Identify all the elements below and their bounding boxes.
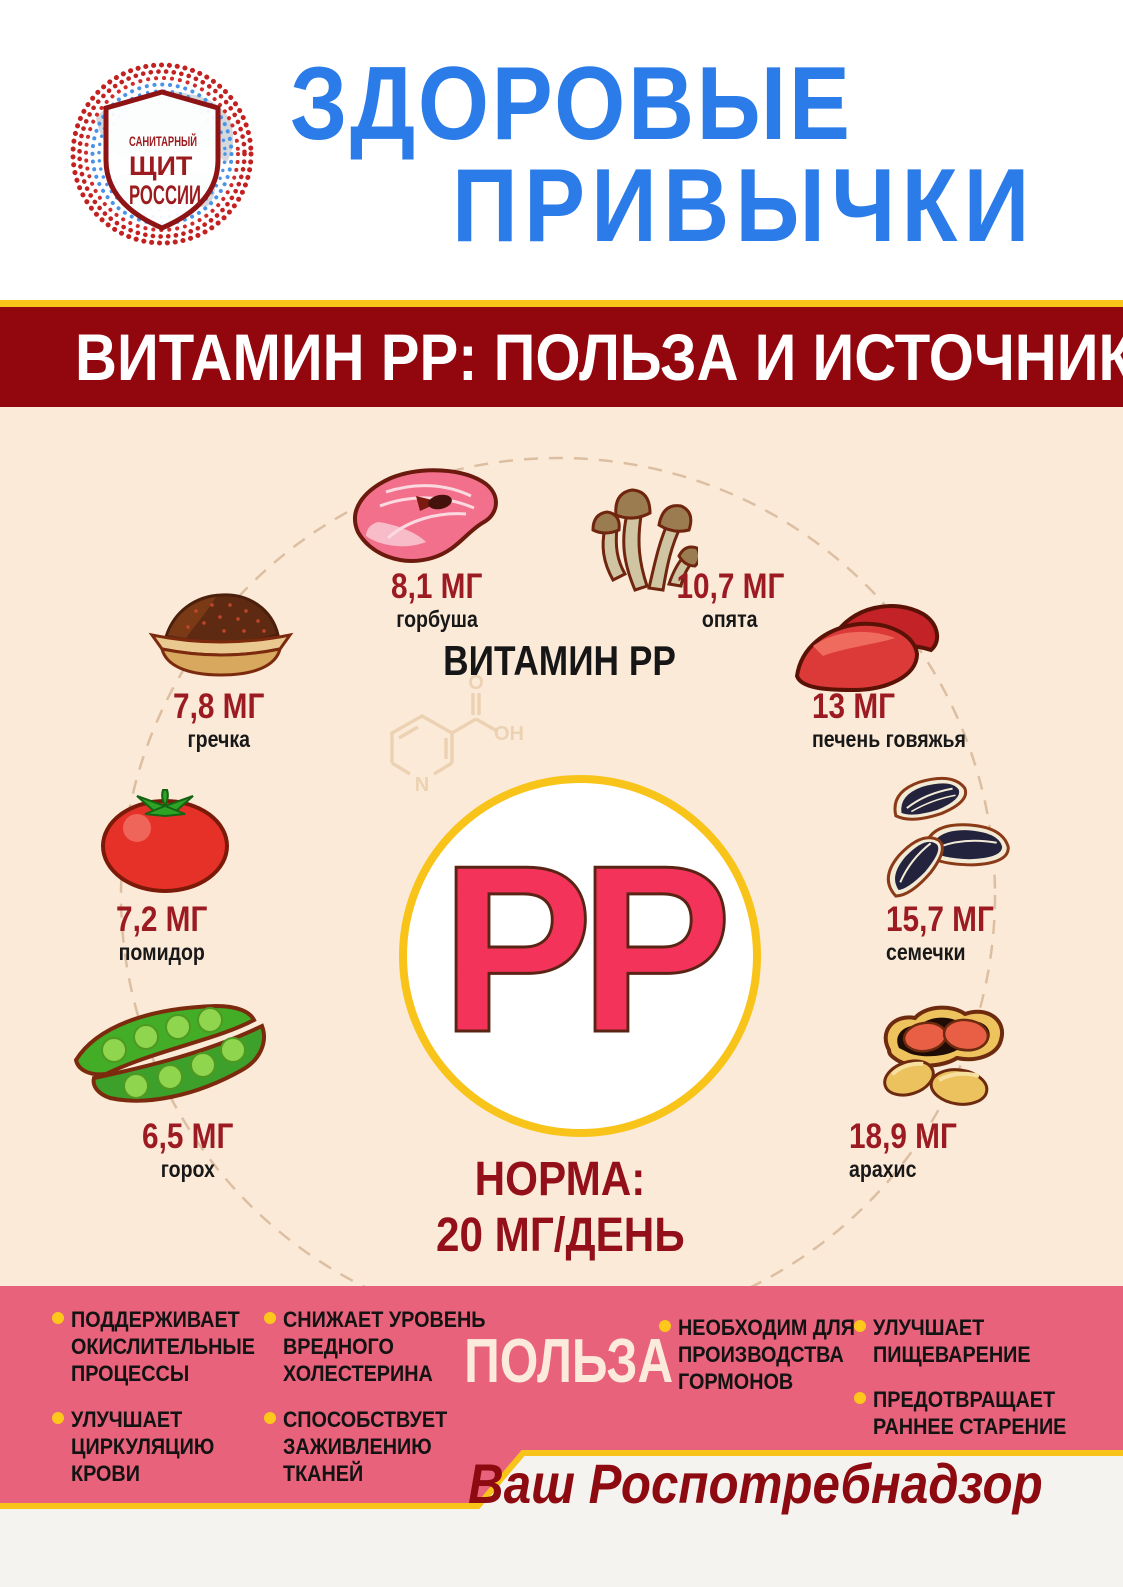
buckwheat-bowl-illustration [148,593,294,677]
vitamin-heading: ВИТАМИН PP [443,637,677,684]
benefit-item: СНИЖАЕТ УРОВЕНЬ ВРЕДНОГО ХОЛЕСТЕРИНА [264,1306,508,1387]
rospotrebnadzor-signature: Ваш Роспотребнадзор [467,1452,1043,1515]
benefit-item: ПОДДЕРЖИВАЕТ ОКИСЛИТЕЛЬНЫЕ ПРОЦЕССЫ [52,1306,275,1387]
source-tomato: 7,2 МГ помидор [116,900,208,965]
molecule-n-label: N [415,774,429,796]
bullet-icon [854,1320,866,1332]
source-opyata: 10,7 МГ опята [676,567,784,632]
salmon-steak-illustration [353,468,498,563]
logo-text-line2: ЩИТ [129,151,193,181]
logo-text-line3: РОССИИ [129,180,201,210]
bullet-icon [264,1312,276,1324]
benefit-item: ПРЕДОТВРАЩАЕТ РАННЕЕ СТАРЕНИЕ [854,1386,1088,1440]
molecule-oh-label: OH [494,723,524,745]
section-banner: ВИТАМИН PP: ПОЛЬЗА И ИСТОЧНИКИ [0,307,1123,407]
source-grechka: 7,8 МГ гречка [173,687,265,752]
sunflower-seeds-illustration [886,776,1010,898]
source-liver: 13 МГ печень говяжья [812,687,966,752]
source-peanut: 18,9 МГ арахис [849,1117,957,1182]
benefit-item: УЛУЧШАЕТ ЦИРКУЛЯЦИЮ КРОВИ [52,1406,230,1487]
source-peas: 6,5 МГ горох [142,1117,234,1182]
sanitary-shield-logo: САНИТАРНЫЙ ЩИТ РОССИИ [70,62,254,246]
bullet-icon [52,1312,64,1324]
bullet-icon [264,1412,276,1424]
benefits-band-shape [0,1286,1123,1509]
peanuts-illustration [883,1005,1005,1106]
banner-title: ВИТАМИН PP: ПОЛЬЗА И ИСТОЧНИКИ [75,320,1123,394]
benefit-item: СПОСОБСТВУЕТ ЗАЖИВЛЕНИЮ ТКАНЕЙ [264,1406,465,1487]
gold-divider [0,300,1123,307]
molecule-o-label: O [468,675,484,694]
niacin-molecule-diagram: O OH N [390,675,524,796]
dashed-connector-circle [119,456,997,1286]
benefit-item: УЛУЧШАЕТ ПИЩЕВАРЕНИЕ [854,1314,1048,1368]
pea-pods-illustration [73,1003,266,1103]
benefit-item: НЕОБХОДИМ ДЛЯ ПРОИЗВОДСТВА ГОРМОНОВ [659,1314,875,1395]
shield-shape [103,89,221,231]
bullet-icon [854,1392,866,1404]
bullet-icon [52,1412,64,1424]
page-title-line2: ПРИВЫЧКИ [452,148,1036,264]
header: САНИТАРНЫЙ ЩИТ РОССИИ ЗДОРОВЫЕ ПРИВЫЧКИ [0,0,1123,300]
benefits-band: ПОДДЕРЖИВАЕТ ОКИСЛИТЕЛЬНЫЕ ПРОЦЕССЫ УЛУЧША… [0,1286,1123,1512]
sources-section: ВИТАМИН PP O OH N PP НОРМА: 20 [0,407,1123,1286]
source-gorbusha: 8,1 МГ горбуша [391,567,483,632]
beef-liver-illustration [794,604,940,693]
bullet-icon [659,1320,671,1332]
tomato-illustration [101,789,229,893]
pp-letters: PP [440,817,734,1082]
logo-text-line1: САНИТАРНЫЙ [129,132,197,149]
source-seeds: 15,7 МГ семечки [886,900,994,965]
daily-norm: НОРМА: 20 МГ/ДЕНЬ [435,1153,685,1262]
mushrooms-illustration [591,488,698,592]
vitamin-pp-badge: PP [399,775,761,1137]
benefits-label: ПОЛЬЗА [464,1327,674,1396]
page-title-line1: ЗДОРОВЫЕ [290,46,853,162]
